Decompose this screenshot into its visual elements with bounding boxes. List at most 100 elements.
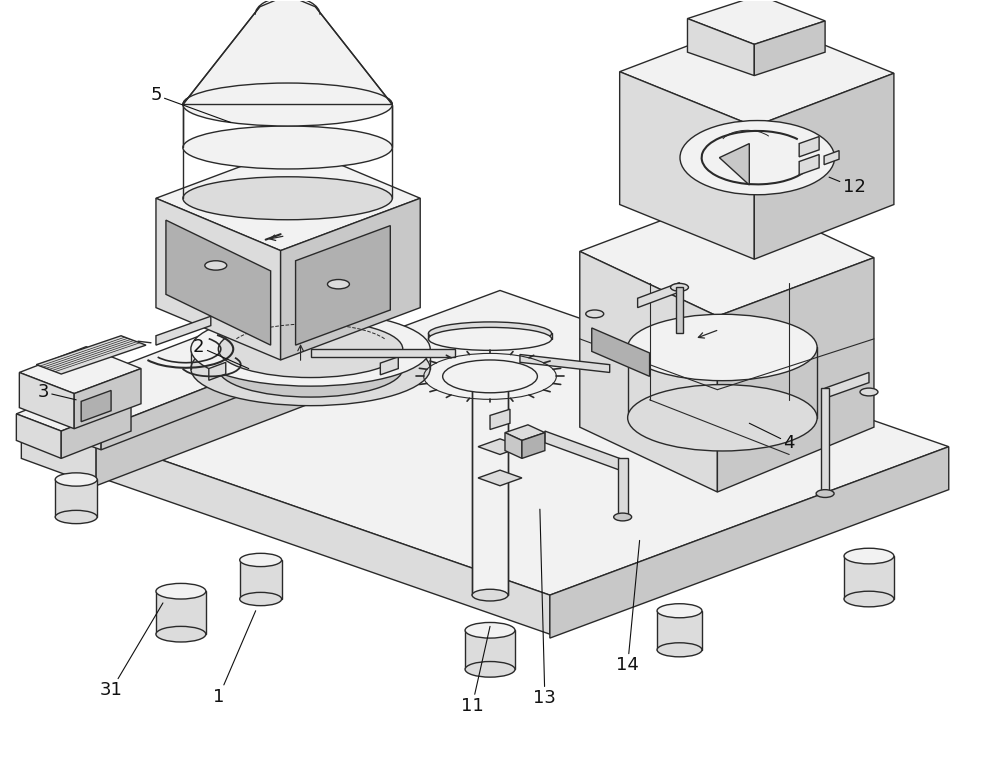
Polygon shape bbox=[240, 560, 282, 599]
Polygon shape bbox=[311, 349, 455, 357]
Ellipse shape bbox=[657, 643, 702, 657]
Polygon shape bbox=[465, 630, 515, 670]
Ellipse shape bbox=[465, 662, 515, 677]
Polygon shape bbox=[505, 425, 545, 441]
Ellipse shape bbox=[657, 604, 702, 618]
Text: 12: 12 bbox=[829, 177, 865, 196]
Ellipse shape bbox=[183, 176, 392, 220]
Polygon shape bbox=[36, 336, 146, 374]
Polygon shape bbox=[209, 362, 226, 380]
Polygon shape bbox=[16, 386, 131, 431]
Ellipse shape bbox=[628, 314, 817, 381]
Polygon shape bbox=[844, 556, 894, 599]
Text: 31: 31 bbox=[100, 603, 163, 699]
Ellipse shape bbox=[844, 591, 894, 607]
Polygon shape bbox=[580, 193, 874, 316]
Polygon shape bbox=[478, 439, 522, 455]
Polygon shape bbox=[638, 282, 680, 307]
Ellipse shape bbox=[671, 283, 688, 291]
Ellipse shape bbox=[218, 321, 403, 378]
Polygon shape bbox=[825, 372, 869, 398]
Ellipse shape bbox=[183, 126, 392, 169]
Ellipse shape bbox=[614, 513, 632, 521]
Polygon shape bbox=[19, 347, 141, 394]
Polygon shape bbox=[717, 258, 874, 492]
Ellipse shape bbox=[472, 590, 508, 601]
Polygon shape bbox=[96, 349, 350, 486]
Ellipse shape bbox=[428, 322, 552, 345]
Ellipse shape bbox=[183, 83, 392, 126]
Ellipse shape bbox=[465, 622, 515, 638]
Polygon shape bbox=[26, 320, 311, 429]
Polygon shape bbox=[101, 290, 949, 595]
Ellipse shape bbox=[428, 328, 552, 350]
Ellipse shape bbox=[327, 280, 349, 289]
Polygon shape bbox=[522, 433, 545, 459]
Polygon shape bbox=[81, 390, 111, 422]
Polygon shape bbox=[183, 0, 392, 104]
Polygon shape bbox=[799, 154, 819, 175]
Text: 1: 1 bbox=[213, 611, 256, 706]
Text: 11: 11 bbox=[461, 626, 490, 715]
Polygon shape bbox=[821, 388, 829, 494]
Polygon shape bbox=[281, 198, 420, 360]
Polygon shape bbox=[687, 19, 754, 75]
Text: 4: 4 bbox=[749, 423, 795, 452]
Polygon shape bbox=[550, 447, 949, 638]
Text: 13: 13 bbox=[533, 509, 556, 707]
Polygon shape bbox=[676, 287, 683, 333]
Polygon shape bbox=[799, 136, 819, 157]
Polygon shape bbox=[580, 252, 717, 492]
Polygon shape bbox=[21, 321, 350, 447]
Ellipse shape bbox=[55, 510, 97, 524]
Ellipse shape bbox=[680, 121, 835, 194]
Ellipse shape bbox=[586, 310, 604, 318]
Polygon shape bbox=[592, 328, 650, 376]
Polygon shape bbox=[156, 146, 420, 251]
Text: 2: 2 bbox=[193, 338, 249, 368]
Polygon shape bbox=[505, 433, 522, 459]
Polygon shape bbox=[101, 439, 550, 634]
Ellipse shape bbox=[816, 490, 834, 498]
Ellipse shape bbox=[218, 340, 403, 397]
Polygon shape bbox=[156, 591, 206, 634]
Polygon shape bbox=[55, 480, 97, 517]
Ellipse shape bbox=[240, 554, 282, 567]
Polygon shape bbox=[687, 0, 825, 45]
Polygon shape bbox=[520, 354, 610, 372]
Polygon shape bbox=[156, 198, 281, 360]
Polygon shape bbox=[490, 409, 510, 430]
Polygon shape bbox=[21, 419, 96, 486]
Ellipse shape bbox=[191, 312, 430, 387]
Polygon shape bbox=[19, 372, 74, 429]
Ellipse shape bbox=[156, 626, 206, 642]
Polygon shape bbox=[620, 19, 894, 126]
Polygon shape bbox=[824, 151, 839, 165]
Ellipse shape bbox=[240, 593, 282, 606]
Ellipse shape bbox=[55, 473, 97, 486]
Ellipse shape bbox=[628, 385, 817, 451]
Polygon shape bbox=[618, 458, 628, 517]
Polygon shape bbox=[61, 404, 131, 459]
Ellipse shape bbox=[844, 548, 894, 564]
Polygon shape bbox=[545, 431, 620, 470]
Text: 14: 14 bbox=[616, 540, 640, 674]
Ellipse shape bbox=[860, 388, 878, 396]
Polygon shape bbox=[719, 143, 749, 185]
Polygon shape bbox=[26, 402, 101, 450]
Polygon shape bbox=[296, 226, 390, 345]
Polygon shape bbox=[472, 376, 508, 595]
Polygon shape bbox=[74, 368, 141, 429]
Text: 3: 3 bbox=[38, 383, 76, 401]
Polygon shape bbox=[101, 347, 311, 450]
Polygon shape bbox=[754, 21, 825, 75]
Polygon shape bbox=[754, 73, 894, 260]
Ellipse shape bbox=[191, 332, 430, 405]
Polygon shape bbox=[156, 316, 211, 345]
Polygon shape bbox=[16, 414, 61, 459]
Polygon shape bbox=[620, 71, 754, 260]
Ellipse shape bbox=[156, 583, 206, 599]
Ellipse shape bbox=[205, 261, 227, 270]
Polygon shape bbox=[166, 220, 271, 345]
Polygon shape bbox=[380, 357, 398, 375]
